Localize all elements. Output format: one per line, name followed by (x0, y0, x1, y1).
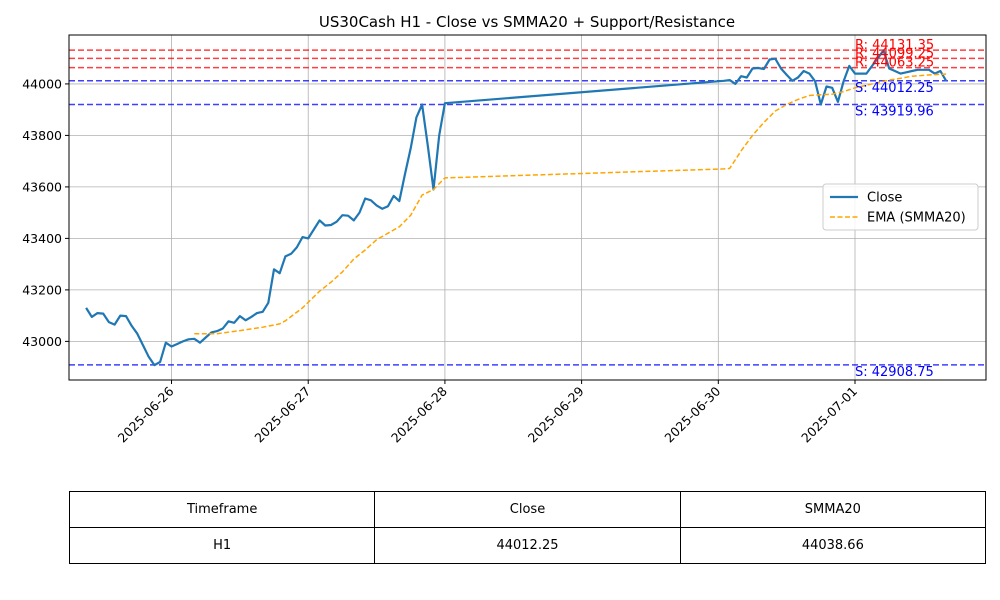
smma20-series-line (194, 73, 947, 335)
y-tick-label: 43400 (22, 231, 62, 246)
table-header-row: Timeframe Close SMMA20 (68, 491, 987, 528)
support-label: S: 42908.75 (855, 365, 934, 380)
close-series-line (85, 49, 948, 367)
table-header-cell: SMMA20 (679, 491, 987, 528)
axes: 43000 43200 43400 43600 43800 44000 2025-06-26… (22, 76, 860, 445)
y-tick-label: 44000 (22, 76, 62, 91)
x-tick-label: 2025-07-01 (798, 384, 860, 446)
chart-title: US30Cash H1 - Close vs SMMA20 + Support/… (319, 13, 735, 31)
x-tick-label: 2025-06-29 (525, 383, 587, 445)
series-lines (85, 49, 948, 367)
x-tick-label: 2025-06-26 (115, 383, 177, 445)
resistance-label: R: 44063.25 (855, 56, 934, 71)
y-tick-label: 43600 (22, 179, 62, 194)
table-row: H1 44012.25 44038.66 (68, 527, 987, 564)
y-tick-label: 43000 (22, 334, 62, 349)
table-cell: H1 (68, 527, 376, 564)
table-cell: 44012.25 (374, 527, 681, 564)
level-labels: R: 44131.35R: 44099.25R: 44063.25 S: 4401… (855, 38, 934, 380)
resistance-label: R: 44131.35 (855, 38, 934, 53)
legend-label: EMA (SMMA20) (867, 211, 966, 226)
y-tick-label: 43800 (22, 128, 62, 143)
legend-label: Close (867, 191, 902, 206)
table-header-cell: Close (374, 491, 681, 528)
table-header-cell: Timeframe (68, 491, 376, 528)
grid (69, 35, 986, 380)
summary-table: Timeframe Close SMMA20 H1 44012.25 44038… (68, 491, 987, 564)
table-cell: 44038.66 (679, 527, 987, 564)
legend: Close EMA (SMMA20) (822, 183, 979, 231)
chart: US30Cash H1 - Close vs SMMA20 + Support/… (22, 13, 987, 445)
x-tick-label: 2025-06-30 (661, 383, 723, 445)
legend-box (822, 183, 979, 231)
support-label: S: 43919.96 (855, 105, 934, 120)
support-label: S: 44012.25 (855, 81, 934, 96)
x-tick-label: 2025-06-27 (251, 384, 313, 446)
x-tick-label: 2025-06-28 (388, 383, 450, 445)
resistance-label: R: 44099.25 (855, 46, 934, 61)
y-tick-label: 43200 (22, 282, 62, 297)
plot-frame (68, 34, 987, 381)
